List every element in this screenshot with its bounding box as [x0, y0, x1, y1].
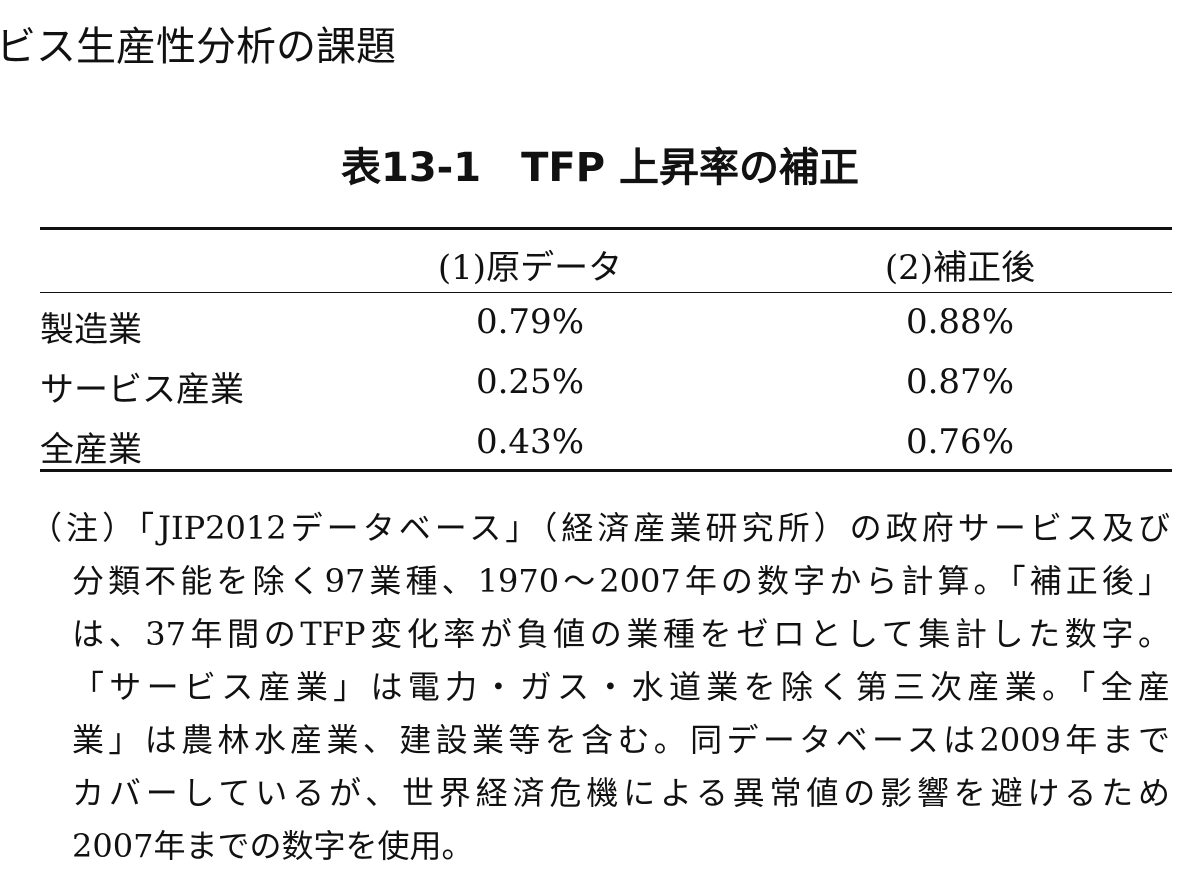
table-cell: 0.76% — [905, 422, 1014, 462]
column-header: (2)補正後 — [884, 248, 1036, 288]
table-cell: 0.25% — [475, 362, 584, 402]
note-line: 業」は農林水産業、建設業等を含む。同データベースは2009年まで — [72, 721, 1170, 759]
note-line: （注）「JIP2012データベース」（経済産業研究所）の政府サービス及び — [30, 509, 1170, 547]
column-header: (1)原データ — [437, 248, 623, 288]
top-rule — [40, 227, 1172, 230]
table-cell: 0.79% — [475, 302, 584, 342]
bottom-rule — [40, 469, 1172, 472]
note-line: カバーしているが、世界経済危機による異常値の影響を避けるため — [72, 774, 1170, 812]
table-cell: 0.88% — [905, 302, 1014, 342]
table-cell: 0.87% — [905, 362, 1014, 402]
note-line: 2007年までの数字を使用。 — [72, 827, 474, 865]
table-cell: 0.43% — [475, 422, 584, 462]
header-rule — [40, 292, 1172, 293]
running-header: ビス生産性分析の課題 — [0, 24, 396, 70]
note-line: は、37年間のTFP変化率が負値の業種をゼロとして集計した数字。 — [72, 615, 1170, 653]
row-label: サービス産業 — [40, 370, 244, 410]
row-label: 製造業 — [40, 310, 142, 350]
row-label: 全産業 — [40, 430, 142, 470]
note-line: 「サービス産業」は電力・ガス・水道業を除く第三次産業。「全産 — [72, 668, 1170, 706]
table-title: 表13-1 TFP 上昇率の補正 — [341, 145, 859, 191]
note-line: 分類不能を除く97業種、1970〜2007年の数字から計算。「補正後」 — [72, 562, 1170, 600]
